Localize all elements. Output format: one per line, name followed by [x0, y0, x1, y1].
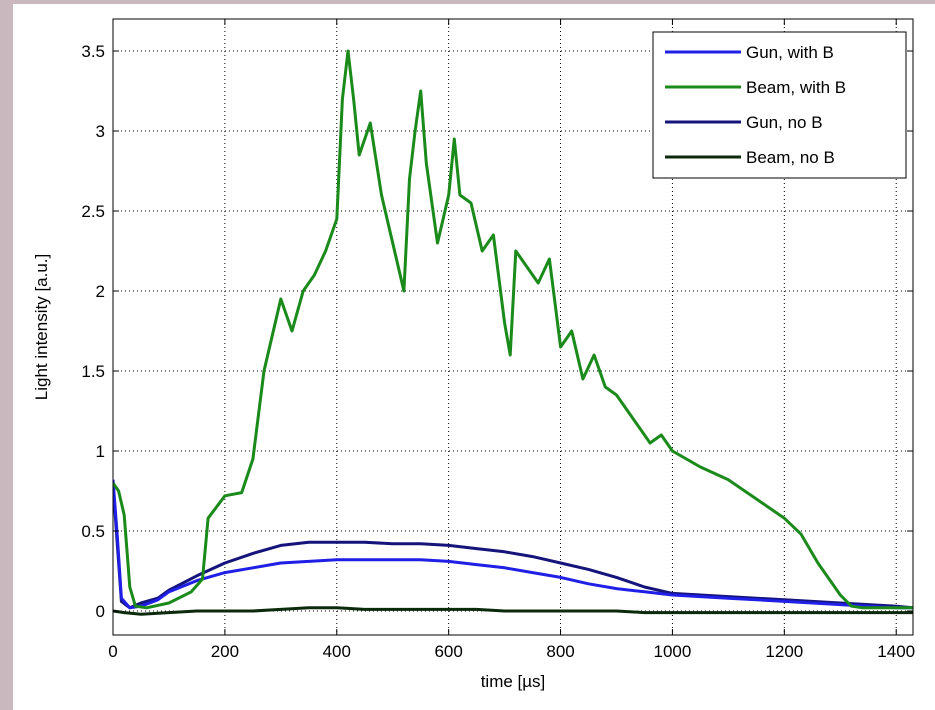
figure-canvas: 0 200 400 600 800 1000 1200 1400 0 0.5 1 1.5 2 2.5 3 3.… — [13, 4, 935, 710]
y-tick-label: 1.5 — [81, 362, 105, 381]
x-tick-label: 0 — [108, 642, 117, 661]
x-tick-label: 600 — [434, 642, 462, 661]
legend-label: Gun, with B — [746, 43, 834, 62]
y-tick-label: 2 — [96, 282, 105, 301]
y-tick-label: 3.5 — [81, 42, 105, 61]
legend: Gun, with B Beam, with B Gun, no B Beam, no… — [652, 31, 907, 179]
y-tick-label: 0 — [96, 602, 105, 621]
series-line-gun-with-b — [113, 479, 913, 610]
y-tick-label: 3 — [96, 122, 105, 141]
x-tick-label: 1200 — [765, 642, 803, 661]
y-axis-label: Light intensity [a.u.] — [32, 254, 51, 400]
axes-box — [112, 18, 914, 636]
axis-ticks: 0 200 400 600 800 1000 1200 1400 0 0.5 1 1.5 2 2.5 3 3.… — [81, 19, 915, 661]
y-tick-label: 2.5 — [81, 202, 105, 221]
x-tick-label: 800 — [546, 642, 574, 661]
legend-label: Gun, no B — [746, 113, 823, 132]
series-line-beam-no-b — [113, 606, 913, 616]
x-tick-label: 1000 — [654, 642, 692, 661]
series-line-gun-no-b — [113, 482, 913, 610]
line-chart: 0 200 400 600 800 1000 1200 1400 0 0.5 1 1.5 2 2.5 3 3.… — [32, 18, 915, 691]
legend-label: Beam, with B — [746, 78, 846, 97]
y-tick-label: 1 — [96, 442, 105, 461]
x-tick-label: 200 — [211, 642, 239, 661]
series-group — [113, 49, 913, 616]
legend-box — [652, 31, 907, 179]
y-tick-label: 0.5 — [81, 522, 105, 541]
x-tick-label: 400 — [323, 642, 351, 661]
legend-label: Beam, no B — [746, 148, 835, 167]
x-axis-label: time [µs] — [481, 672, 546, 691]
series-line-beam-with-b — [113, 49, 913, 610]
x-tick-label: 1400 — [877, 642, 915, 661]
